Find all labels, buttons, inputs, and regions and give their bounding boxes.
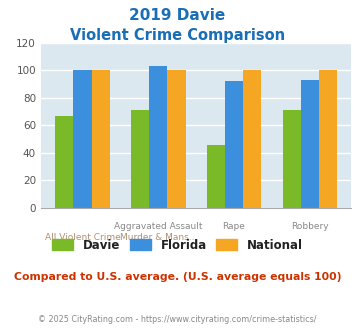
Bar	[301, 80, 319, 208]
Bar	[55, 116, 73, 208]
Bar	[283, 110, 301, 208]
Bar	[131, 110, 149, 208]
Bar	[92, 70, 110, 208]
Text: All Violent Crime: All Violent Crime	[45, 233, 120, 242]
Bar	[207, 145, 225, 208]
Bar	[167, 70, 186, 208]
Text: Robbery: Robbery	[291, 222, 329, 231]
Text: Rape: Rape	[223, 222, 245, 231]
Legend: Davie, Florida, National: Davie, Florida, National	[49, 235, 306, 255]
Bar	[149, 66, 167, 208]
Text: 2019 Davie: 2019 Davie	[129, 8, 226, 23]
Bar	[225, 82, 243, 208]
Text: Violent Crime Comparison: Violent Crime Comparison	[70, 28, 285, 43]
Text: Aggravated Assault: Aggravated Assault	[114, 222, 202, 231]
Text: Murder & Mans...: Murder & Mans...	[120, 233, 197, 242]
Bar	[243, 70, 261, 208]
Bar	[73, 70, 92, 208]
Bar	[319, 70, 337, 208]
Text: © 2025 CityRating.com - https://www.cityrating.com/crime-statistics/: © 2025 CityRating.com - https://www.city…	[38, 315, 317, 324]
Text: Compared to U.S. average. (U.S. average equals 100): Compared to U.S. average. (U.S. average …	[14, 272, 341, 282]
